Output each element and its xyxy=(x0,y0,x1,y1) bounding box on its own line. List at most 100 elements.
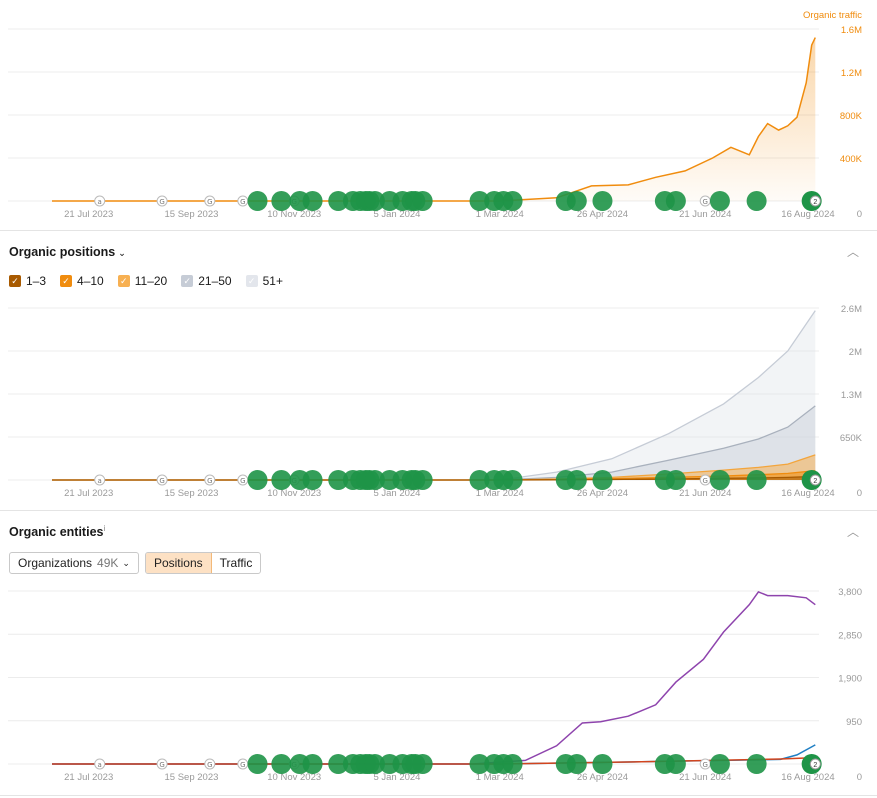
event-marker[interactable] xyxy=(328,754,349,774)
event-marker[interactable] xyxy=(469,754,490,774)
legend-item-4-10[interactable]: ✓ 4–10 xyxy=(60,274,104,288)
traffic-area xyxy=(52,37,816,201)
svg-text:G: G xyxy=(703,198,708,206)
dropdown-value: 49K xyxy=(97,556,119,570)
event-marker[interactable] xyxy=(469,470,490,490)
legend-item-21-50[interactable]: ✓ 21–50 xyxy=(181,274,232,288)
legend-item-51-plus[interactable]: ✓ 51+ xyxy=(245,274,283,288)
event-marker-count[interactable]: 2 xyxy=(801,470,822,490)
event-marker[interactable] xyxy=(302,754,323,774)
event-marker[interactable] xyxy=(271,191,292,211)
event-marker-small[interactable]: G xyxy=(204,195,216,207)
positions-toggle-button[interactable]: Positions xyxy=(145,553,212,573)
event-marker[interactable] xyxy=(247,754,268,774)
event-marker-small[interactable]: G xyxy=(699,474,711,486)
event-marker[interactable] xyxy=(502,470,523,490)
y-tick-label: 1.6M xyxy=(841,25,862,36)
event-marker[interactable] xyxy=(247,191,268,211)
event-marker-small[interactable]: G xyxy=(156,195,168,207)
event-marker[interactable] xyxy=(328,470,349,490)
positions-title[interactable]: Organic positions ⌄ xyxy=(9,245,126,259)
svg-text:G: G xyxy=(240,761,245,769)
event-marker[interactable] xyxy=(412,470,433,490)
event-marker-small[interactable]: G xyxy=(156,758,168,770)
positions-legend: ✓ 1–3 ✓ 4–10 ✓ 11–20 ✓ 21–50 ✓ 51+ xyxy=(9,274,283,288)
event-marker[interactable] xyxy=(746,191,767,211)
x-tick-label: 1 Mar 2024 xyxy=(476,209,524,220)
event-marker[interactable] xyxy=(502,754,523,774)
legend-label: 4–10 xyxy=(77,274,104,288)
checkbox-icon[interactable]: ✓ xyxy=(117,275,130,287)
divider xyxy=(0,795,877,796)
event-marker-small[interactable]: G xyxy=(237,758,249,770)
event-marker[interactable] xyxy=(592,470,613,490)
traffic-chart: 1.6M 1.2M 800K 400K 0 21 Jul 2023 15 Sep 2023 1… xyxy=(8,10,863,220)
metric-toggle: Positions Traffic xyxy=(144,552,262,574)
event-marker-small[interactable]: a xyxy=(94,758,106,770)
event-marker[interactable] xyxy=(709,470,730,490)
event-marker[interactable] xyxy=(364,191,385,211)
event-marker[interactable] xyxy=(592,191,613,211)
checkbox-icon[interactable]: ✓ xyxy=(245,275,258,287)
event-marker-small[interactable]: G xyxy=(699,195,711,207)
x-tick-label: 10 Nov 2023 xyxy=(267,209,321,220)
event-marker[interactable] xyxy=(364,754,385,774)
entities-title-text: Organic entities xyxy=(9,525,104,540)
y-tick-label: 2M xyxy=(849,347,862,358)
y-tick-label: 0 xyxy=(857,772,862,783)
checkbox-icon[interactable]: ✓ xyxy=(181,275,194,287)
x-tick-label: 15 Sep 2023 xyxy=(165,488,219,499)
event-marker[interactable] xyxy=(328,191,349,211)
event-marker[interactable] xyxy=(412,754,433,774)
event-marker-small[interactable]: G xyxy=(237,474,249,486)
entities-panel: 3,800 2,850 1,900 950 0 21 Jul 2023 15 Sep 202… xyxy=(0,578,877,792)
y-tick-label: 1.3M xyxy=(841,390,862,401)
x-tick-label: 10 Nov 2023 xyxy=(267,488,321,499)
x-tick-label: 21 Jul 2023 xyxy=(64,772,113,783)
legend-item-1-3[interactable]: ✓ 1–3 xyxy=(9,274,46,288)
event-marker[interactable] xyxy=(271,470,292,490)
event-marker[interactable] xyxy=(746,470,767,490)
event-marker[interactable] xyxy=(302,470,323,490)
event-marker[interactable] xyxy=(412,191,433,211)
legend-label: 21–50 xyxy=(198,274,232,288)
dropdown-label: Organizations xyxy=(18,556,93,570)
event-marker-small[interactable]: G xyxy=(204,758,216,770)
y-tick-label: 2,850 xyxy=(838,630,862,641)
event-marker-small[interactable]: G xyxy=(699,758,711,770)
event-marker-small[interactable]: G xyxy=(204,474,216,486)
event-marker[interactable] xyxy=(247,470,268,490)
chevron-up-icon[interactable]: ︿ xyxy=(846,245,859,259)
event-marker[interactable] xyxy=(271,754,292,774)
info-icon[interactable]: i xyxy=(103,524,106,533)
event-marker[interactable] xyxy=(592,754,613,774)
event-marker[interactable] xyxy=(665,191,686,211)
event-marker-small[interactable]: G xyxy=(156,474,168,486)
event-marker[interactable] xyxy=(746,754,767,774)
event-marker[interactable] xyxy=(302,191,323,211)
event-marker[interactable] xyxy=(502,191,523,211)
event-marker[interactable] xyxy=(709,191,730,211)
event-marker-count[interactable]: 2 xyxy=(801,191,822,211)
x-tick-label: 21 Jun 2024 xyxy=(679,209,731,220)
chevron-up-icon[interactable]: ︿ xyxy=(846,525,859,539)
checkbox-icon[interactable]: ✓ xyxy=(9,275,21,287)
event-marker[interactable] xyxy=(364,470,385,490)
event-marker[interactable] xyxy=(566,470,587,490)
checkbox-icon[interactable]: ✓ xyxy=(60,275,73,287)
event-marker[interactable] xyxy=(566,191,587,211)
event-marker-small[interactable]: G xyxy=(237,195,249,207)
event-marker-count[interactable]: 2 xyxy=(801,754,822,774)
entities-title: Organic entitiesi xyxy=(9,524,105,539)
x-tick-label: 21 Jun 2024 xyxy=(679,488,731,499)
event-marker-small[interactable]: a xyxy=(94,474,106,486)
traffic-toggle-button[interactable]: Traffic xyxy=(219,556,253,570)
organizations-dropdown[interactable]: Organizations 49K ⌄ xyxy=(9,552,139,574)
legend-item-11-20[interactable]: ✓ 11–20 xyxy=(117,274,167,288)
event-marker[interactable] xyxy=(709,754,730,774)
event-marker[interactable] xyxy=(665,470,686,490)
event-marker-small[interactable]: a xyxy=(94,195,106,207)
event-marker[interactable] xyxy=(469,191,490,211)
event-marker[interactable] xyxy=(665,754,686,774)
event-marker[interactable] xyxy=(566,754,587,774)
